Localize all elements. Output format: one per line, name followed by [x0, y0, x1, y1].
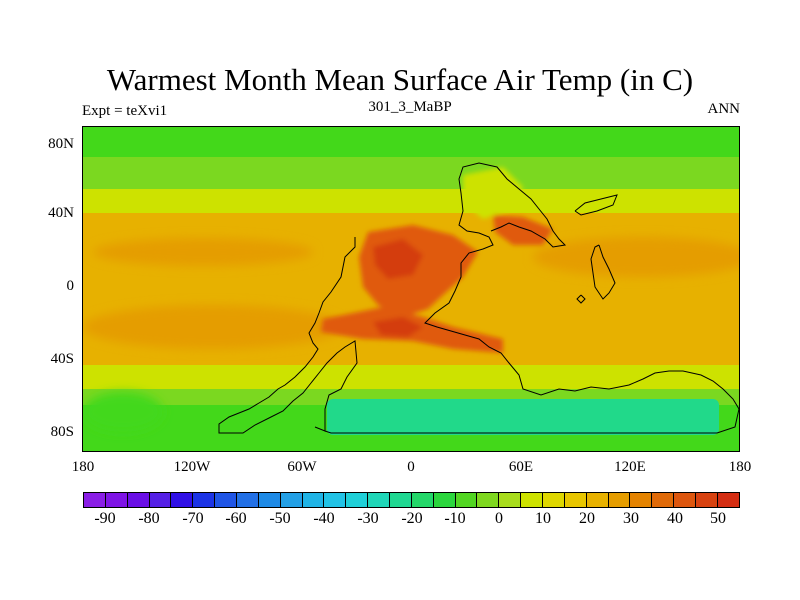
warm-band-east: [533, 237, 739, 277]
colorbar-label: 50: [710, 510, 726, 527]
lat-label-equator: 0: [66, 278, 75, 294]
lat-label-80n: 80N: [48, 136, 74, 152]
colorbar-swatch: [499, 493, 522, 507]
coastline-dot: [576, 294, 586, 304]
colorbar-label: -50: [269, 510, 291, 527]
colorbar-label: 0: [495, 510, 503, 527]
colorbar-swatch: [674, 493, 697, 507]
colorbar: [83, 492, 740, 508]
colorbar-swatch: [346, 493, 369, 507]
colorbar-swatch: [215, 493, 238, 507]
lon-label-180e: 180: [728, 459, 752, 475]
lon-label-60e: 60E: [508, 459, 534, 475]
temperature-field-map: [83, 127, 739, 451]
colorbar-swatch: [368, 493, 391, 507]
coastline-islands: [574, 194, 618, 216]
band-polar-north: [83, 127, 739, 161]
colorbar-swatch: [543, 493, 565, 507]
colorbar-label: 10: [535, 510, 551, 527]
coastline-east: [590, 244, 616, 300]
lon-label-120e: 120E: [614, 459, 646, 475]
colorbar-swatch: [630, 493, 653, 507]
period-label: 301_3_MaBP: [368, 99, 452, 115]
colorbar-swatch: [324, 493, 347, 507]
land-hotter-core-2: [373, 317, 423, 337]
lon-label-0: 0: [407, 459, 415, 475]
coastline-west: [218, 162, 739, 434]
colorbar-swatch: [280, 493, 303, 507]
colorbar-label: 40: [667, 510, 683, 527]
colorbar-label: -10: [444, 510, 466, 527]
colorbar-swatch: [564, 493, 587, 507]
colorbar-swatch: [84, 493, 106, 507]
warm-band-north: [93, 238, 313, 266]
experiment-label: Expt = teXvi1: [82, 103, 168, 119]
colorbar-swatch: [127, 493, 150, 507]
colorbar-label: -30: [357, 510, 379, 527]
lat-label-40s: 40S: [50, 351, 74, 367]
coastline-cape: [314, 409, 326, 432]
colorbar-label: 20: [579, 510, 595, 527]
lon-label-180w: 180: [71, 459, 95, 475]
green-patch-southwest: [83, 392, 163, 432]
colorbar-swatch: [696, 493, 718, 507]
warm-band-south: [83, 305, 343, 349]
colorbar-swatch: [652, 493, 675, 507]
lon-label-120w: 120W: [173, 459, 211, 475]
colorbar-swatch: [433, 493, 456, 507]
ice-cap: [327, 399, 719, 435]
lat-label-80s: 80S: [50, 424, 74, 440]
lat-label-40n: 40N: [48, 205, 74, 221]
colorbar-swatch: [302, 493, 325, 507]
map-panel: [82, 126, 740, 452]
colorbar-label: -80: [138, 510, 160, 527]
colorbar-swatch: [608, 493, 631, 507]
colorbar-label: -40: [313, 510, 335, 527]
colorbar-swatch: [105, 493, 128, 507]
colorbar-label: -90: [94, 510, 116, 527]
colorbar-swatch: [237, 493, 259, 507]
colorbar-swatch: [717, 493, 739, 507]
season-label: ANN: [707, 101, 741, 117]
colorbar-label: -20: [401, 510, 423, 527]
colorbar-swatch: [149, 493, 172, 507]
colorbar-swatch: [521, 493, 544, 507]
colorbar-swatch: [193, 493, 216, 507]
colorbar-swatch: [455, 493, 478, 507]
colorbar-label: -70: [182, 510, 204, 527]
colorbar-swatch: [171, 493, 194, 507]
colorbar-swatch: [258, 493, 281, 507]
colorbar-label: 30: [623, 510, 639, 527]
colorbar-swatch: [411, 493, 434, 507]
colorbar-label: -60: [225, 510, 247, 527]
land-hot-asia: [493, 215, 553, 245]
colorbar-swatch: [390, 493, 412, 507]
land-hotter-core-1: [373, 239, 423, 279]
colorbar-swatch: [586, 493, 609, 507]
colorbar-swatch: [477, 493, 500, 507]
lon-label-60w: 60W: [287, 459, 317, 475]
map-title: Warmest Month Mean Surface Air Temp (in …: [106, 62, 694, 97]
